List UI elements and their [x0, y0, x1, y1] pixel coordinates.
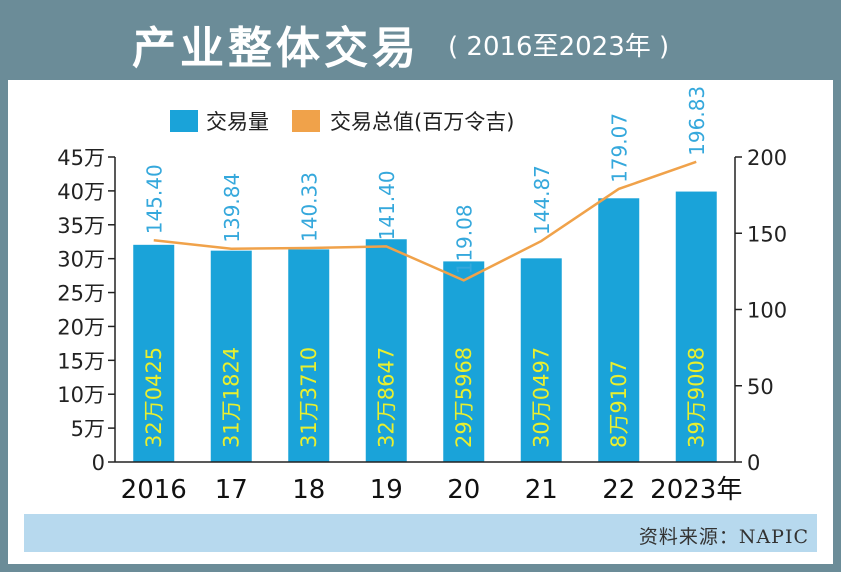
bar-value-label: 31万1824: [219, 347, 243, 448]
bar: [133, 244, 175, 462]
left-axis-tick-label: 5万: [71, 417, 105, 441]
bar-value-label: 32万0425: [142, 347, 166, 448]
chart-title: 产业整体交易: [132, 23, 420, 74]
chart-svg: 交易量 交易总值(百万令吉) 0 5万 10万 15万 20万 25万 30万 35万 40万 4…: [57, 86, 787, 505]
line-value-label: 145.40: [143, 164, 167, 234]
line-series-path: [153, 160, 697, 282]
left-axis-tick-label: 40万: [57, 180, 105, 204]
right-axis-tick-label: 150: [747, 222, 787, 246]
legend-swatch-bar: [170, 110, 198, 132]
bar: [210, 250, 252, 462]
legend-swatch-line: [292, 110, 320, 132]
bar-value-label: 32万8647: [374, 347, 398, 448]
line-value-label: 139.84: [220, 173, 244, 243]
source-text: 资料来源：NAPIC: [638, 526, 809, 548]
x-axis-tick-label: 17: [215, 475, 248, 505]
source-bar: 资料来源：NAPIC: [24, 514, 817, 552]
bar: [288, 249, 330, 462]
x-axis-tick-label: 2016: [121, 475, 187, 505]
bar-value-label: 39万9008: [684, 347, 708, 448]
bars: 32万0425 31万1824 31万3710 32万8647 29万5968 30万04…: [133, 191, 717, 462]
bar: [365, 239, 407, 462]
x-axis-tick-label: 22: [602, 475, 635, 505]
bar-value-label: 29万5968: [452, 347, 476, 448]
right-axis-tick-label: 0: [747, 451, 760, 475]
legend-label-line: 交易总值(百万令吉): [330, 110, 514, 134]
left-axis: 0 5万 10万 15万 20万 25万 30万 35万 40万 45万: [57, 146, 116, 475]
right-axis: 0 50 100 150 200: [734, 146, 787, 475]
left-axis-tick-label: 25万: [57, 282, 105, 306]
left-axis-tick-label: 20万: [57, 315, 105, 339]
bar-value-label: 30万0497: [529, 347, 553, 448]
bar: [598, 198, 640, 462]
bar: [443, 261, 485, 462]
chart-subtitle: ( 2016至2023年 ): [448, 32, 670, 62]
left-axis-tick-label: 15万: [57, 349, 105, 373]
line-series: 145.40 139.84 140.33 141.40 119.08 144.87 179.…: [143, 86, 709, 282]
legend-label-bar: 交易量: [206, 110, 269, 134]
left-axis-tick-label: 10万: [57, 383, 105, 407]
bar-value-label: 8万9107: [607, 360, 631, 448]
bar-value-label: 31万3710: [297, 347, 321, 448]
x-axis-tick-label: 2023年: [650, 475, 742, 505]
right-axis-tick-label: 50: [747, 375, 774, 399]
right-axis-tick-label: 100: [747, 299, 787, 323]
left-axis-tick-label: 30万: [57, 248, 105, 272]
bar: [675, 191, 717, 462]
left-axis-tick-label: 0: [92, 451, 105, 475]
bar: [520, 258, 562, 462]
left-axis-tick-label: 35万: [57, 214, 105, 238]
legend: 交易量 交易总值(百万令吉): [170, 110, 514, 134]
left-axis-tick-label: 45万: [57, 146, 105, 170]
title-row: 产业整体交易 ( 2016至2023年 ): [0, 0, 841, 78]
x-axis-tick-label: 19: [370, 475, 403, 505]
right-axis-tick-label: 200: [747, 146, 787, 170]
line-value-label: 140.33: [298, 172, 322, 242]
line-value-label: 196.83: [685, 86, 709, 156]
chart-panel: 交易量 交易总值(百万令吉) 0 5万 10万 15万 20万 25万 30万 35万 40万 4…: [8, 80, 833, 564]
line-value-label: 141.40: [375, 170, 399, 240]
x-axis-tick-label: 18: [292, 475, 325, 505]
x-axis: 2016 17 18 19 20 21 22 2023年: [115, 461, 742, 505]
x-axis-tick-label: 20: [447, 475, 480, 505]
line-value-label: 144.87: [530, 165, 554, 235]
line-value-label: 119.08: [453, 204, 477, 274]
x-axis-tick-label: 21: [525, 475, 558, 505]
line-value-label: 179.07: [608, 113, 632, 183]
